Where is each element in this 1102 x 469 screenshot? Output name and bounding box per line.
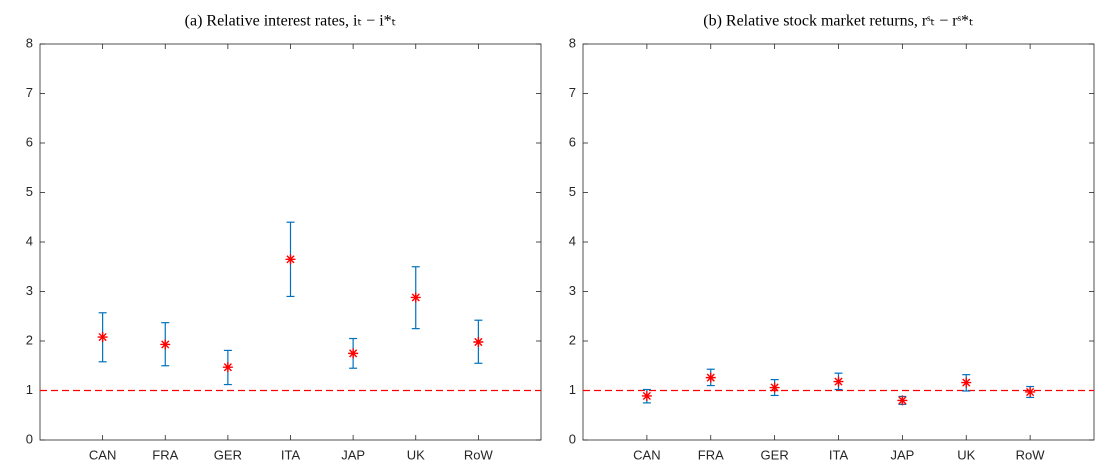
y-tick-label: 6: [569, 134, 576, 149]
x-tick-label: GER: [761, 447, 789, 462]
y-tick-label: 8: [569, 35, 576, 50]
x-tick-label: GER: [214, 447, 242, 462]
x-tick-label: RoW: [464, 447, 494, 462]
y-tick-label: 7: [26, 85, 33, 100]
point-estimate: [1025, 386, 1036, 397]
y-tick-label: 0: [569, 431, 576, 446]
x-tick-label: UK: [957, 447, 975, 462]
x-tick-label: RoW: [1016, 447, 1046, 462]
point-estimate: [769, 382, 780, 393]
x-tick-label: UK: [407, 447, 425, 462]
point-estimate: [897, 395, 908, 406]
x-tick-label: FRA: [698, 447, 724, 462]
y-tick-label: 2: [569, 332, 576, 347]
point-estimate: [961, 377, 972, 388]
y-tick-label: 1: [569, 382, 576, 397]
y-tick-label: 0: [26, 431, 33, 446]
point-estimate: [348, 348, 359, 359]
x-tick-label: JAP: [890, 447, 914, 462]
point-estimate: [705, 372, 716, 383]
y-tick-label: 3: [26, 283, 33, 298]
point-estimate: [641, 390, 652, 401]
point-estimate: [222, 362, 233, 373]
x-tick-label: CAN: [633, 447, 660, 462]
point-estimate: [833, 376, 844, 387]
y-tick-label: 4: [26, 233, 33, 248]
x-tick-label: JAP: [341, 447, 365, 462]
y-tick-label: 5: [569, 184, 576, 199]
point-estimate: [285, 254, 296, 265]
x-tick-label: ITA: [281, 447, 301, 462]
point-estimate: [473, 336, 484, 347]
y-tick-label: 2: [26, 332, 33, 347]
y-tick-label: 7: [569, 85, 576, 100]
point-estimate: [160, 339, 171, 350]
chart-title: (b) Relative stock market returns, rˢₜ −…: [703, 13, 974, 30]
y-tick-label: 5: [26, 184, 33, 199]
chart-title: (a) Relative interest rates, iₜ − i*ₜ: [185, 13, 397, 30]
x-tick-label: CAN: [89, 447, 116, 462]
y-tick-label: 4: [569, 233, 576, 248]
x-tick-label: FRA: [152, 447, 178, 462]
x-tick-label: ITA: [829, 447, 849, 462]
y-tick-label: 3: [569, 283, 576, 298]
point-estimate: [410, 292, 421, 303]
y-tick-label: 6: [26, 134, 33, 149]
y-tick-label: 1: [26, 382, 33, 397]
y-tick-label: 8: [26, 35, 33, 50]
point-estimate: [97, 332, 108, 343]
